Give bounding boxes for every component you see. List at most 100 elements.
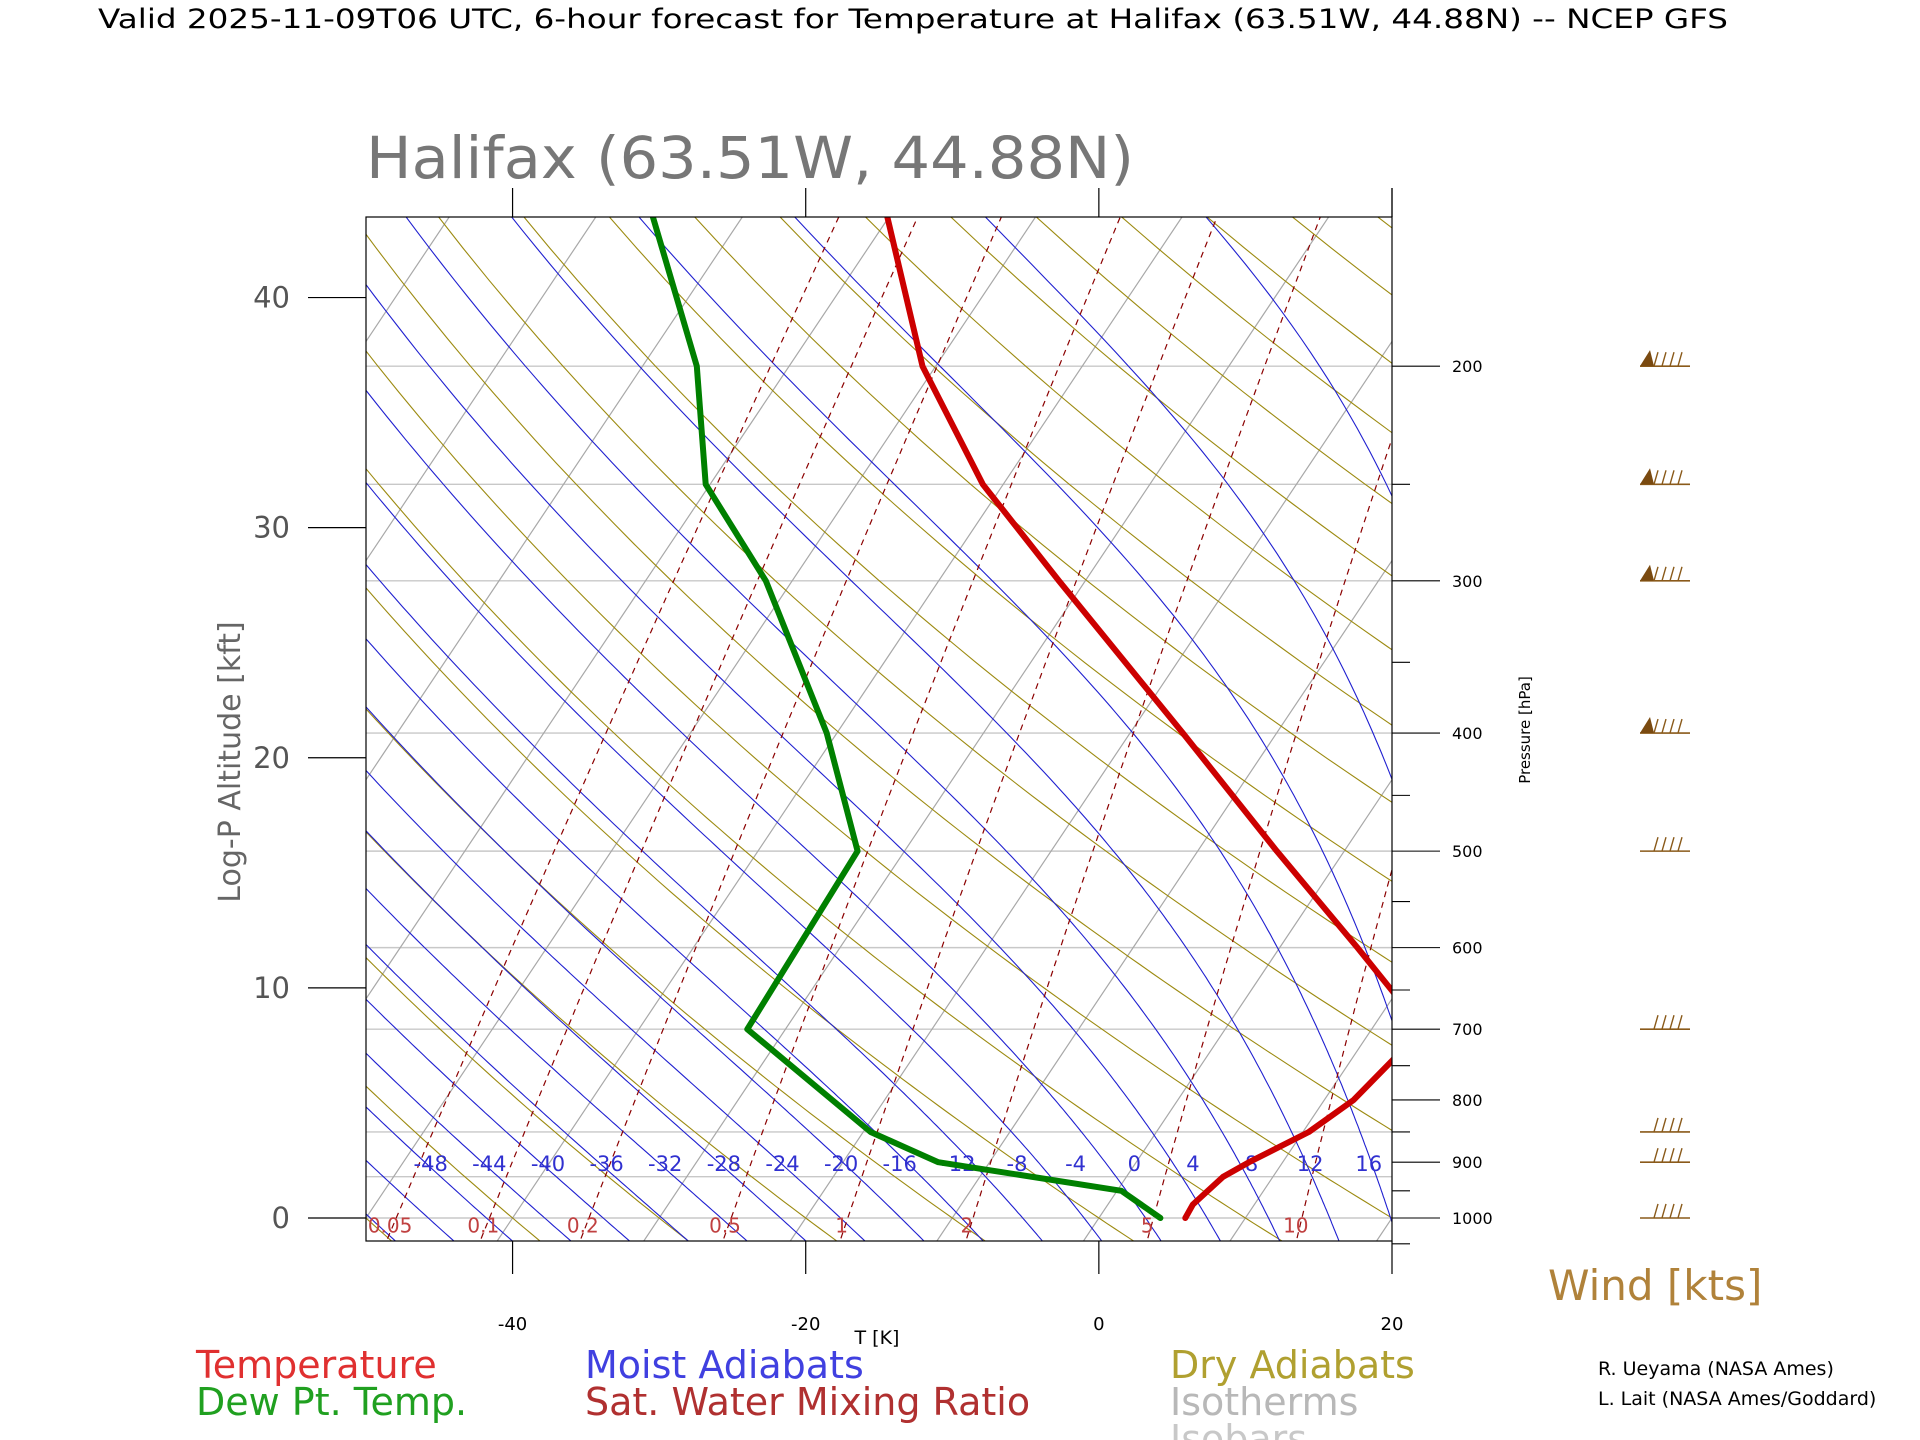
wind-barb-feather [1669, 351, 1675, 367]
mixing-ratio-line [965, 217, 1321, 1241]
wind-barb-feather [1653, 1203, 1659, 1219]
adiabat-label-layer: -48 -44 -40 -36 -32 -28 -24 -20 -16 -12 -8 -4 0 4 8 12 1… [368, 1152, 1382, 1238]
moist-adiabat-line [366, 998, 631, 1241]
moist-adiabat-label: -28 [707, 1152, 741, 1176]
moist-adiabat-line [366, 943, 689, 1241]
wind-barb-pennant [1640, 564, 1654, 581]
pressure-tick-label: 900 [1452, 1153, 1483, 1172]
wind-barb-feather [1653, 566, 1659, 581]
wind-barb-feather [1677, 836, 1683, 852]
moist-adiabat-line [366, 829, 807, 1241]
wind-barb-feather [1661, 1203, 1667, 1219]
plot-frame [365, 216, 1393, 1242]
isotherm-line [789, 340, 1392, 1241]
moist-adiabat-line [366, 769, 866, 1241]
mixing-ratio-line [579, 217, 1003, 1241]
mixing-ratio-label: 10 [1283, 1214, 1308, 1238]
isotherm-line [0, 217, 303, 1241]
mixing-ratio-label: 0.2 [567, 1214, 599, 1238]
moist-adiabat-line [366, 1106, 514, 1241]
moist-adiabat-line [366, 1159, 455, 1241]
y-tick-label: 30 [253, 511, 290, 545]
moist-adiabat-line [366, 706, 925, 1241]
isotherm-line [1229, 997, 1392, 1241]
mixing-ratio-label: 0.1 [467, 1214, 499, 1238]
x-tick-label: 0 [1093, 1314, 1104, 1335]
dry-adiabat-line [1291, 217, 1392, 296]
pressure-tick-label: 400 [1452, 724, 1483, 743]
moist-adiabat-line [366, 1052, 572, 1241]
wind-barb-pennant [1640, 468, 1654, 485]
credit-line-2: L. Lait (NASA Ames/Goddard) [1598, 1388, 1876, 1410]
dry-adiabat-line [366, 467, 1283, 1241]
pressure-tick-label: 700 [1452, 1020, 1483, 1039]
grid-layer [0, 177, 1920, 1248]
wind-label: Wind [kts] [1548, 1261, 1762, 1310]
mixing-ratio-line [385, 217, 840, 1241]
wind-barbs [1640, 350, 1690, 1219]
wind-barb-feather [1669, 1117, 1675, 1133]
dry-adiabat-line [608, 217, 1392, 883]
dry-adiabat-line [523, 217, 1392, 963]
dry-adiabat-line [950, 217, 1392, 577]
wind-barb [1640, 1203, 1690, 1219]
legend-item: Isobars [1170, 1417, 1307, 1440]
legend-item: Dew Pt. Temp. [196, 1380, 467, 1424]
temperature-profile [884, 217, 1392, 1221]
isotherm-line [1083, 778, 1392, 1241]
wind-barb [1640, 564, 1690, 582]
wind-barb-feather [1653, 1117, 1659, 1133]
dry-adiabat-line [1829, 177, 1920, 1248]
wind-barb-feather [1661, 351, 1667, 367]
moist-adiabat-label: -16 [883, 1152, 917, 1176]
isotherm-line [0, 217, 10, 1241]
moist-adiabat-line [366, 481, 1103, 1241]
wind-barb-feather [1677, 1148, 1683, 1163]
wind-barb-feather [1661, 836, 1667, 852]
mixing-ratio-line [1295, 867, 1392, 1241]
pressure-tick-label: 500 [1452, 842, 1483, 861]
dry-adiabat-line [366, 1217, 393, 1241]
wind-barb-feather [1653, 1148, 1659, 1163]
pressure-tick-label: 800 [1452, 1091, 1483, 1110]
legend-item: Temperature [195, 1343, 437, 1387]
isotherm-line [366, 217, 743, 781]
chart-title: Halifax (63.51W, 44.88N) [366, 124, 1134, 192]
moist-adiabat-label: 4 [1186, 1152, 1199, 1176]
wind-barb-feather [1677, 1203, 1683, 1219]
legend-item: Dry Adiabats [1170, 1343, 1415, 1387]
dry-adiabat-line [1411, 177, 1920, 1248]
moist-adiabat-line [984, 217, 1392, 781]
isotherm-line [1670, 217, 1920, 1241]
dry-adiabat-line [366, 956, 690, 1241]
wind-barb-feather [1669, 718, 1675, 734]
wind-barb [1640, 836, 1690, 852]
wind-barb [1640, 1117, 1690, 1133]
dry-adiabat-line [1913, 177, 1920, 1248]
dry-adiabat-line [366, 350, 1392, 1219]
wind-barb-feather [1669, 470, 1675, 485]
isotherm-line [0, 217, 156, 1241]
moist-adiabat-label: -44 [472, 1152, 506, 1176]
y-tick-label: 20 [253, 741, 290, 775]
dry-adiabat-line [1579, 177, 1920, 1248]
dry-adiabat-line [779, 217, 1392, 726]
page-title: Valid 2025-11-09T06 UTC, 6-hour forecast… [98, 4, 1728, 35]
wind-barb-feather [1677, 566, 1683, 581]
y-axis-label: Log-P Altitude [kft] [213, 621, 248, 902]
wind-barb-feather [1661, 1117, 1667, 1133]
mixing-ratio-label: 1 [835, 1214, 848, 1238]
moist-adiabat-label: 0 [1128, 1152, 1141, 1176]
dry-adiabat-line [437, 217, 1392, 1046]
dry-adiabat-line [366, 708, 987, 1241]
mixing-ratio-line [479, 217, 919, 1241]
dewpoint-profile [649, 217, 1164, 1221]
pressure-axis-label: Pressure [hPa] [1516, 676, 1534, 784]
wind-barb-feather [1661, 470, 1667, 485]
legend-item: Sat. Water Mixing Ratio [585, 1380, 1030, 1424]
mixing-ratio-label: 0.5 [709, 1214, 741, 1238]
wind-barb-feather [1669, 1015, 1675, 1030]
moist-adiabat-line [794, 217, 1392, 1023]
